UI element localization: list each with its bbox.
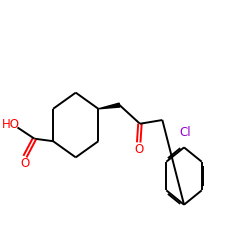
Text: HO: HO — [2, 118, 20, 131]
Polygon shape — [98, 103, 120, 109]
Text: O: O — [20, 157, 29, 170]
Text: O: O — [134, 143, 143, 156]
Text: Cl: Cl — [180, 126, 191, 140]
